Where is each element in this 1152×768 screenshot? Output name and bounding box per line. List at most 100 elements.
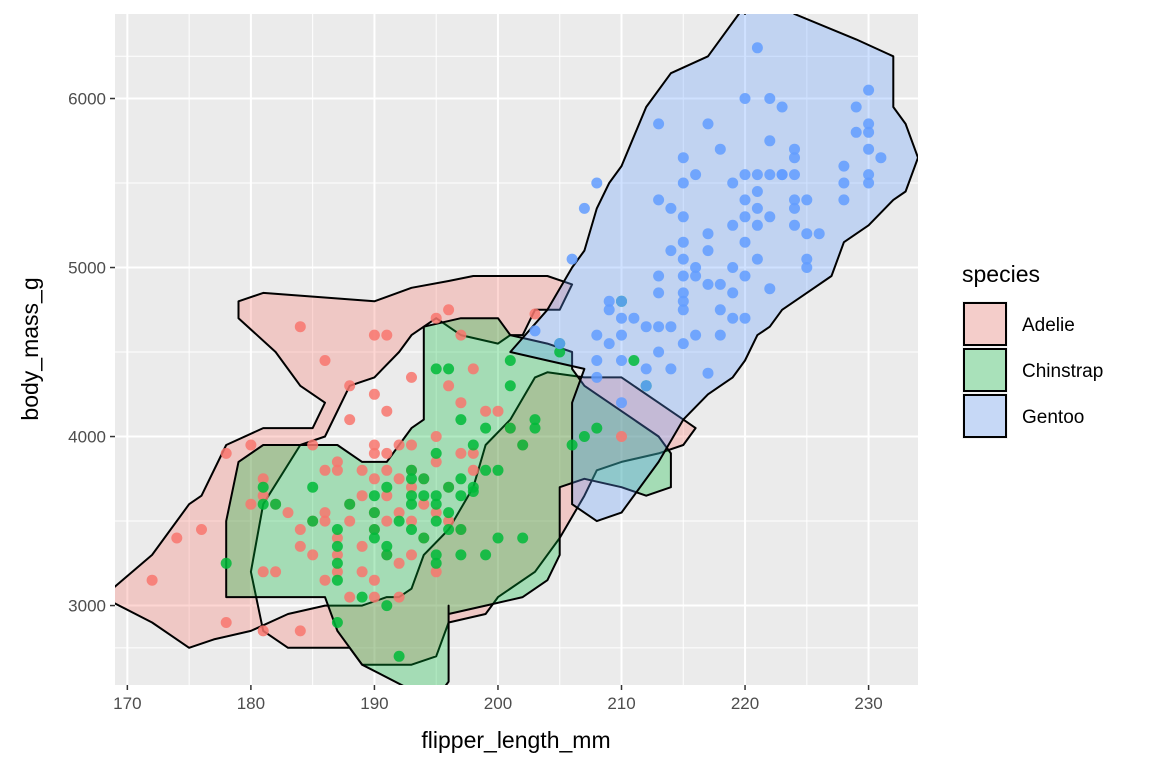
point-gentoo bbox=[727, 262, 739, 273]
point-gentoo bbox=[727, 177, 739, 189]
point-gentoo bbox=[838, 160, 850, 172]
point-gentoo bbox=[677, 270, 689, 282]
point-adelie bbox=[245, 439, 257, 451]
point-adelie bbox=[430, 312, 442, 324]
point-gentoo bbox=[665, 321, 677, 333]
point-gentoo bbox=[789, 202, 800, 214]
point-adelie bbox=[331, 532, 343, 544]
point-chinstrap bbox=[406, 490, 417, 502]
point-chinstrap bbox=[455, 473, 467, 485]
point-gentoo bbox=[677, 236, 689, 248]
point-gentoo bbox=[751, 202, 763, 214]
point-adelie bbox=[257, 625, 269, 637]
point-chinstrap bbox=[554, 346, 566, 358]
point-chinstrap bbox=[504, 380, 516, 392]
point-adelie bbox=[319, 574, 331, 586]
point-gentoo bbox=[764, 283, 776, 295]
point-gentoo bbox=[690, 270, 702, 282]
y-tick-label: 5000 bbox=[68, 259, 106, 278]
point-adelie bbox=[171, 532, 183, 544]
point-gentoo bbox=[714, 143, 726, 155]
point-gentoo bbox=[591, 177, 603, 189]
point-chinstrap bbox=[455, 490, 467, 502]
point-gentoo bbox=[801, 194, 813, 206]
point-chinstrap bbox=[406, 464, 417, 476]
x-tick-label: 230 bbox=[854, 694, 882, 713]
point-gentoo bbox=[789, 219, 800, 231]
point-adelie bbox=[443, 380, 455, 392]
point-gentoo bbox=[739, 270, 751, 282]
point-chinstrap bbox=[418, 490, 430, 502]
point-adelie bbox=[381, 405, 393, 417]
point-chinstrap bbox=[480, 549, 492, 561]
point-gentoo bbox=[690, 169, 702, 181]
point-adelie bbox=[443, 304, 455, 316]
point-gentoo bbox=[591, 355, 603, 366]
point-adelie bbox=[319, 355, 331, 366]
point-gentoo bbox=[677, 152, 689, 164]
legend-key-bg bbox=[962, 393, 1008, 439]
point-gentoo bbox=[838, 177, 850, 189]
point-gentoo bbox=[789, 169, 800, 181]
point-adelie bbox=[480, 405, 492, 417]
x-tick-label: 220 bbox=[731, 694, 759, 713]
point-gentoo bbox=[789, 152, 800, 164]
point-adelie bbox=[381, 329, 393, 341]
point-chinstrap bbox=[443, 481, 455, 493]
point-gentoo bbox=[764, 93, 776, 104]
point-chinstrap bbox=[504, 422, 516, 434]
point-adelie bbox=[443, 515, 455, 527]
point-adelie bbox=[356, 540, 368, 552]
point-adelie bbox=[393, 507, 405, 519]
point-adelie bbox=[331, 464, 343, 476]
point-chinstrap bbox=[356, 591, 368, 603]
point-chinstrap bbox=[257, 481, 269, 493]
point-gentoo bbox=[566, 253, 578, 265]
point-gentoo bbox=[653, 194, 665, 206]
point-gentoo bbox=[739, 194, 751, 206]
point-gentoo bbox=[801, 262, 813, 273]
point-adelie bbox=[368, 329, 380, 341]
point-gentoo bbox=[529, 325, 541, 337]
point-gentoo bbox=[714, 329, 726, 341]
point-chinstrap bbox=[331, 540, 343, 552]
point-chinstrap bbox=[430, 490, 442, 502]
point-chinstrap bbox=[331, 574, 343, 586]
point-gentoo bbox=[739, 93, 751, 104]
point-adelie bbox=[455, 447, 467, 459]
point-gentoo bbox=[702, 278, 714, 290]
point-adelie bbox=[344, 591, 356, 603]
x-tick-label: 200 bbox=[484, 694, 512, 713]
point-adelie bbox=[455, 397, 467, 409]
point-gentoo bbox=[677, 253, 689, 265]
point-adelie bbox=[393, 591, 405, 603]
point-adelie bbox=[368, 439, 380, 451]
point-adelie bbox=[307, 439, 319, 451]
point-chinstrap bbox=[566, 439, 578, 451]
point-adelie bbox=[356, 566, 368, 578]
point-adelie bbox=[393, 439, 405, 451]
point-adelie bbox=[430, 431, 442, 442]
point-chinstrap bbox=[529, 422, 541, 434]
point-chinstrap bbox=[220, 557, 232, 569]
point-chinstrap bbox=[430, 515, 442, 527]
point-adelie bbox=[393, 473, 405, 485]
point-gentoo bbox=[616, 355, 627, 366]
point-chinstrap bbox=[381, 549, 393, 561]
point-gentoo bbox=[603, 304, 615, 316]
point-adelie bbox=[331, 456, 343, 468]
point-adelie bbox=[430, 507, 442, 519]
point-chinstrap bbox=[381, 481, 393, 493]
point-chinstrap bbox=[517, 532, 529, 544]
point-gentoo bbox=[616, 329, 627, 341]
point-adelie bbox=[319, 515, 331, 527]
point-adelie bbox=[257, 566, 269, 578]
point-gentoo bbox=[764, 169, 776, 181]
point-chinstrap bbox=[331, 617, 343, 628]
x-axis: 170 180 190 200 210 220 230 bbox=[113, 685, 883, 713]
point-gentoo bbox=[863, 177, 875, 189]
point-gentoo bbox=[677, 338, 689, 350]
point-adelie bbox=[245, 498, 257, 510]
point-gentoo bbox=[578, 202, 590, 214]
